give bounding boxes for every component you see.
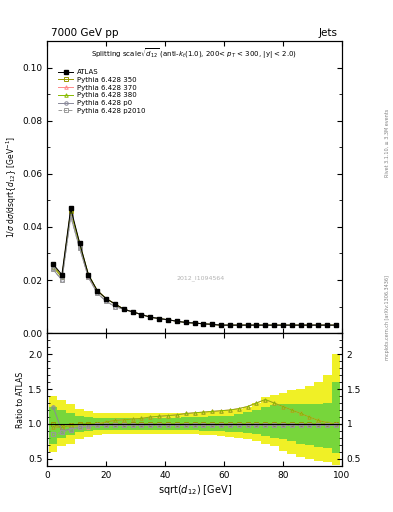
Bar [75,409,84,439]
Bar [66,404,75,443]
Bar [252,410,261,435]
Bar [181,413,190,435]
Bar [190,417,199,430]
Text: 7000 GeV pp: 7000 GeV pp [51,28,119,38]
Bar [93,413,102,435]
Bar [305,386,314,459]
Bar [279,393,287,451]
Bar [49,396,57,452]
Bar [137,418,146,430]
Text: Rivet 3.1.10, ≥ 3.3M events: Rivet 3.1.10, ≥ 3.3M events [385,109,390,178]
Text: 2012_I1094564: 2012_I1094564 [176,275,224,281]
Bar [199,417,208,431]
Bar [66,414,75,435]
Bar [84,412,93,437]
Bar [243,412,252,433]
Bar [226,410,234,437]
Bar [155,418,163,430]
Bar [296,404,305,443]
Bar [217,416,226,431]
Bar [57,399,66,446]
Bar [332,354,340,464]
X-axis label: sqrt($d_{12}$) [GeV]: sqrt($d_{12}$) [GeV] [158,482,231,497]
Bar [102,414,110,435]
Bar [119,418,128,430]
Bar [173,418,181,430]
Bar [252,403,261,441]
Legend: ATLAS, Pythia 6.428 350, Pythia 6.428 370, Pythia 6.428 380, Pythia 6.428 p0, Py: ATLAS, Pythia 6.428 350, Pythia 6.428 37… [57,68,147,115]
Bar [190,413,199,435]
Bar [287,404,296,441]
Bar [128,418,137,430]
Bar [305,404,314,445]
Bar [163,414,173,435]
Bar [217,411,226,436]
Bar [296,389,305,457]
Bar [226,416,234,432]
Bar [261,407,270,436]
Y-axis label: 1/$\sigma$ d$\sigma$/dsqrt{$d_{12}$} [GeV$^{-1}$]: 1/$\sigma$ d$\sigma$/dsqrt{$d_{12}$} [Ge… [5,136,19,238]
Bar [332,382,340,453]
Bar [314,404,323,447]
Bar [146,418,155,430]
Bar [163,418,173,430]
Bar [102,418,110,430]
Bar [110,414,119,435]
Text: Jets: Jets [319,28,338,38]
Bar [243,407,252,439]
Bar [57,410,66,438]
Bar [270,405,279,438]
Bar [93,418,102,430]
Bar [155,414,163,435]
Bar [84,417,93,431]
Bar [119,414,128,435]
Bar [137,414,146,435]
Bar [146,414,155,435]
Bar [270,395,279,446]
Bar [75,416,84,432]
Bar [173,414,181,435]
Y-axis label: Ratio to ATLAS: Ratio to ATLAS [16,372,25,428]
Bar [279,404,287,439]
Bar [323,375,332,462]
Bar [208,412,217,435]
Bar [49,407,57,443]
Bar [110,418,119,430]
Bar [323,403,332,449]
Bar [234,414,243,432]
Bar [199,412,208,435]
Bar [261,397,270,443]
Text: mcplots.cern.ch [arXiv:1306.3436]: mcplots.cern.ch [arXiv:1306.3436] [385,275,390,360]
Bar [208,416,217,431]
Bar [128,414,137,435]
Text: Splitting scale$\sqrt{d_{12}}$ (anti-$k_t$(1.0), 200< $p_T$ < 300, |y| < 2.0): Splitting scale$\sqrt{d_{12}}$ (anti-$k_… [92,47,298,61]
Bar [234,409,243,438]
Bar [314,382,323,461]
Bar [181,417,190,430]
Bar [287,391,296,454]
